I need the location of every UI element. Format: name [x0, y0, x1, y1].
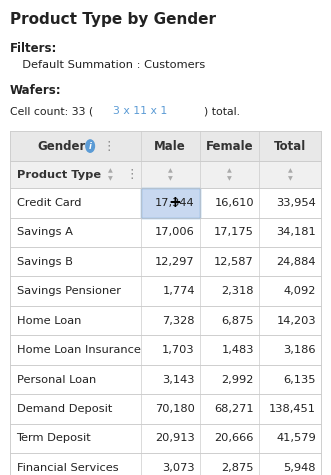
Text: 3,186: 3,186	[284, 345, 316, 355]
Text: Filters:: Filters:	[10, 42, 57, 55]
Text: Credit Card: Credit Card	[17, 198, 81, 208]
Bar	[10, 161, 321, 188]
Text: ▲: ▲	[109, 168, 113, 173]
Text: Demand Deposit: Demand Deposit	[17, 404, 112, 414]
Text: 17,344: 17,344	[155, 198, 195, 208]
Text: Savings Pensioner: Savings Pensioner	[17, 286, 120, 296]
Text: 41,579: 41,579	[276, 433, 316, 444]
Text: 20,666: 20,666	[214, 433, 254, 444]
Text: 2,992: 2,992	[221, 374, 254, 385]
Text: Product Type by Gender: Product Type by Gender	[10, 12, 216, 27]
Text: ▲: ▲	[227, 168, 232, 173]
Text: Home Loan Insurance: Home Loan Insurance	[17, 345, 140, 355]
Text: 17,175: 17,175	[214, 227, 254, 238]
Text: 12,297: 12,297	[155, 256, 195, 267]
Text: Savings A: Savings A	[17, 227, 72, 238]
Text: 24,884: 24,884	[277, 256, 316, 267]
Bar	[10, 131, 321, 161]
Text: 17,006: 17,006	[155, 227, 195, 238]
Text: 68,271: 68,271	[214, 404, 254, 414]
Text: Male: Male	[154, 140, 186, 152]
Bar	[141, 188, 200, 218]
Text: ⋮: ⋮	[102, 140, 115, 152]
Text: 12,587: 12,587	[214, 256, 254, 267]
Text: 3,143: 3,143	[162, 374, 195, 385]
Text: 33,954: 33,954	[276, 198, 316, 208]
Text: Female: Female	[206, 140, 253, 152]
Text: 1,483: 1,483	[221, 345, 254, 355]
Text: Savings B: Savings B	[17, 256, 72, 267]
Text: ▲: ▲	[288, 168, 292, 173]
Text: 14,203: 14,203	[276, 315, 316, 326]
Text: ) total.: ) total.	[204, 106, 240, 116]
Text: 1,703: 1,703	[162, 345, 195, 355]
Text: Cell count: 33 (: Cell count: 33 (	[10, 106, 93, 116]
Bar	[10, 424, 321, 453]
Text: 70,180: 70,180	[155, 404, 195, 414]
Text: ▼: ▼	[109, 176, 113, 181]
Text: Wafers:: Wafers:	[10, 84, 62, 96]
Text: ▼: ▼	[288, 176, 292, 181]
Text: 16,610: 16,610	[214, 198, 254, 208]
Bar	[10, 365, 321, 394]
Text: Home Loan: Home Loan	[17, 315, 81, 326]
Text: 2,318: 2,318	[221, 286, 254, 296]
Text: ⋮: ⋮	[125, 168, 138, 181]
Text: 20,913: 20,913	[155, 433, 195, 444]
Text: 2,875: 2,875	[221, 463, 254, 473]
Text: 5,948: 5,948	[284, 463, 316, 473]
Bar	[10, 335, 321, 365]
Bar	[10, 394, 321, 424]
Text: ▲: ▲	[168, 168, 172, 173]
Text: Product Type: Product Type	[17, 170, 101, 180]
Text: +: +	[169, 195, 181, 210]
Text: Gender: Gender	[38, 140, 86, 152]
Text: 4,092: 4,092	[284, 286, 316, 296]
Text: 34,181: 34,181	[276, 227, 316, 238]
Text: Financial Services: Financial Services	[17, 463, 118, 473]
Text: 1,774: 1,774	[162, 286, 195, 296]
Bar	[10, 188, 321, 218]
Bar	[10, 218, 321, 247]
Text: i: i	[89, 142, 92, 151]
Text: 6,875: 6,875	[221, 315, 254, 326]
Circle shape	[86, 140, 94, 152]
Text: ▼: ▼	[227, 176, 232, 181]
Bar	[10, 247, 321, 276]
Text: Personal Loan: Personal Loan	[17, 374, 96, 385]
Text: 138,451: 138,451	[269, 404, 316, 414]
Bar	[10, 306, 321, 335]
Bar	[10, 453, 321, 475]
Bar	[10, 276, 321, 306]
Text: 3,073: 3,073	[162, 463, 195, 473]
Text: Default Summation : Customers: Default Summation : Customers	[15, 60, 205, 70]
Text: 3 x 11 x 1: 3 x 11 x 1	[113, 106, 167, 116]
Text: Total: Total	[274, 140, 306, 152]
Text: ▼: ▼	[168, 176, 172, 181]
Text: 7,328: 7,328	[162, 315, 195, 326]
Text: Term Deposit: Term Deposit	[17, 433, 91, 444]
Text: 6,135: 6,135	[284, 374, 316, 385]
